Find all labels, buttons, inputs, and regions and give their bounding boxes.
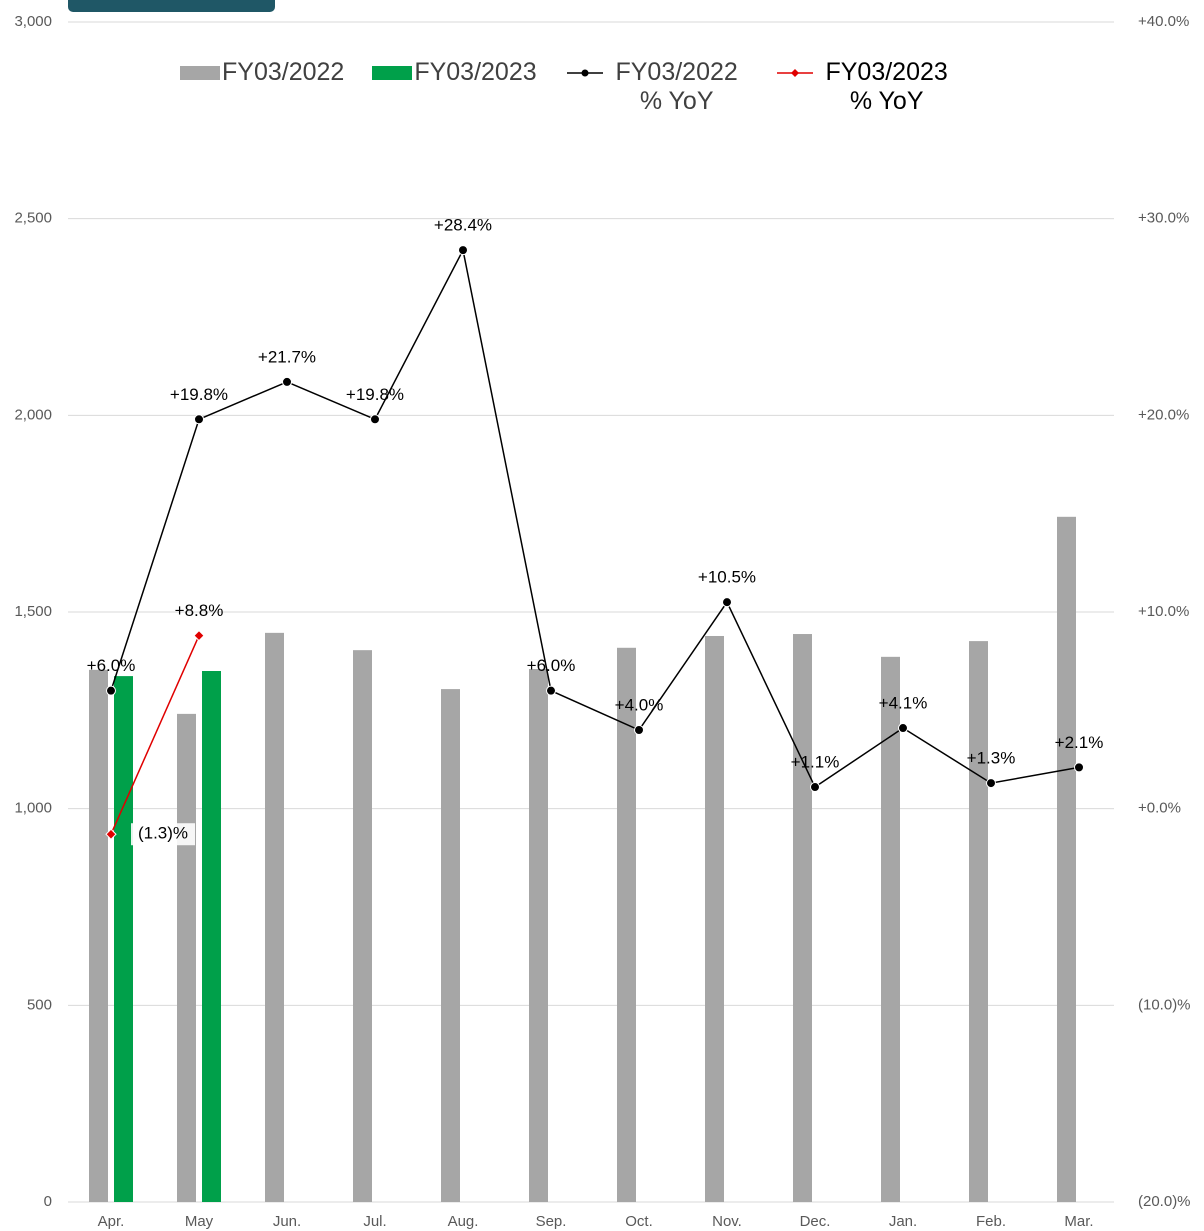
bar: [353, 650, 372, 1202]
bar: [969, 641, 988, 1202]
legend-label: FY03/2023 % YoY: [825, 58, 948, 115]
x-tick-label: May: [185, 1213, 214, 1230]
bar: [441, 689, 460, 1202]
data-label: +21.7%: [258, 347, 316, 366]
data-label: (1.3)%: [138, 824, 188, 843]
bar: [529, 669, 548, 1202]
legend-swatch: [372, 66, 413, 80]
data-label: +19.8%: [346, 385, 404, 404]
x-tick-label: Oct.: [625, 1213, 653, 1230]
label-bg: [131, 823, 195, 846]
marker: [546, 685, 556, 696]
x-tick-label: Mar.: [1064, 1213, 1093, 1230]
data-label: +4.1%: [879, 694, 928, 713]
x-tick-label: Apr.: [98, 1213, 125, 1230]
legend-label: FY03/2022 % YoY: [615, 58, 738, 115]
data-label: +19.8%: [170, 385, 228, 404]
marker: [282, 376, 292, 387]
marker: [193, 629, 205, 642]
y-tick-label: 500: [27, 996, 52, 1013]
data-label: +8.8%: [175, 601, 224, 620]
marker: [105, 828, 117, 840]
data-label: +28.4%: [434, 216, 492, 235]
legend: FY03/2022 FY03/2023 FY03/2022 % YoY FY03/20…: [180, 58, 957, 116]
legend-item: FY03/2023: [372, 58, 537, 116]
y-tick-label: 2,500: [14, 210, 52, 227]
y2-tick-label: (20.0)%: [1138, 1193, 1191, 1210]
x-tick-label: Jan.: [889, 1213, 917, 1230]
data-label: +6.0%: [527, 656, 576, 675]
y-tick-label: 0: [44, 1193, 52, 1210]
y2-tick-label: +40.0%: [1138, 13, 1189, 30]
header-tab: [68, 0, 275, 12]
line: [110, 247, 1080, 789]
bar: [177, 713, 196, 1202]
x-tick-label: Jul.: [363, 1213, 386, 1230]
y-tick-label: 2,000: [14, 406, 52, 423]
y2-tick-label: +30.0%: [1138, 210, 1189, 227]
legend-marker: [790, 69, 799, 77]
y2-tick-label: (10.0)%: [1138, 996, 1191, 1013]
legend-item: FY03/2023 % YoY: [775, 58, 957, 116]
y2-tick-label: +10.0%: [1138, 603, 1189, 620]
x-tick-label: Jun.: [273, 1213, 301, 1230]
marker: [370, 414, 380, 425]
bar: [881, 656, 900, 1202]
marker: [1074, 762, 1084, 773]
marker: [810, 782, 820, 793]
y2-tick-label: +20.0%: [1138, 406, 1189, 423]
y-tick-label: 1,000: [14, 800, 52, 817]
marker: [634, 725, 644, 735]
marker: [458, 245, 468, 256]
legend-swatch: [180, 66, 220, 80]
data-label: +10.5%: [698, 568, 756, 587]
line: [110, 635, 200, 835]
x-tick-label: Aug.: [448, 1213, 479, 1230]
x-tick-label: Sep.: [536, 1213, 567, 1230]
y-tick-label: 1,500: [14, 603, 52, 620]
legend-label: FY03/2022: [222, 58, 345, 86]
marker: [194, 414, 204, 425]
data-label: +2.1%: [1055, 733, 1104, 752]
data-label: +1.1%: [791, 753, 840, 772]
legend-item: FY03/2022 % YoY: [565, 58, 747, 116]
bar: [202, 671, 221, 1202]
marker: [106, 685, 116, 696]
bar: [114, 676, 133, 1202]
bar: [1057, 516, 1076, 1202]
y2-tick-label: +0.0%: [1138, 800, 1181, 817]
y-tick-label: 3,000: [14, 13, 52, 30]
data-label: +4.0%: [615, 695, 664, 714]
legend-marker: [581, 69, 589, 77]
x-tick-label: Feb.: [976, 1213, 1006, 1230]
legend-swatch: [566, 69, 603, 77]
marker: [722, 597, 732, 608]
data-label: +6.0%: [87, 656, 136, 675]
bar: [89, 669, 108, 1202]
legend-item: FY03/2022: [180, 58, 344, 116]
x-tick-label: Nov.: [712, 1213, 742, 1230]
x-tick-label: Dec.: [800, 1213, 831, 1230]
legend-swatch: [776, 69, 813, 77]
bar: [793, 634, 812, 1202]
legend-label: FY03/2023: [414, 58, 537, 86]
marker: [898, 723, 908, 734]
bar: [265, 632, 284, 1202]
marker: [986, 778, 996, 789]
bar: [705, 635, 724, 1202]
data-label: +1.3%: [967, 749, 1016, 768]
bar: [617, 647, 636, 1202]
